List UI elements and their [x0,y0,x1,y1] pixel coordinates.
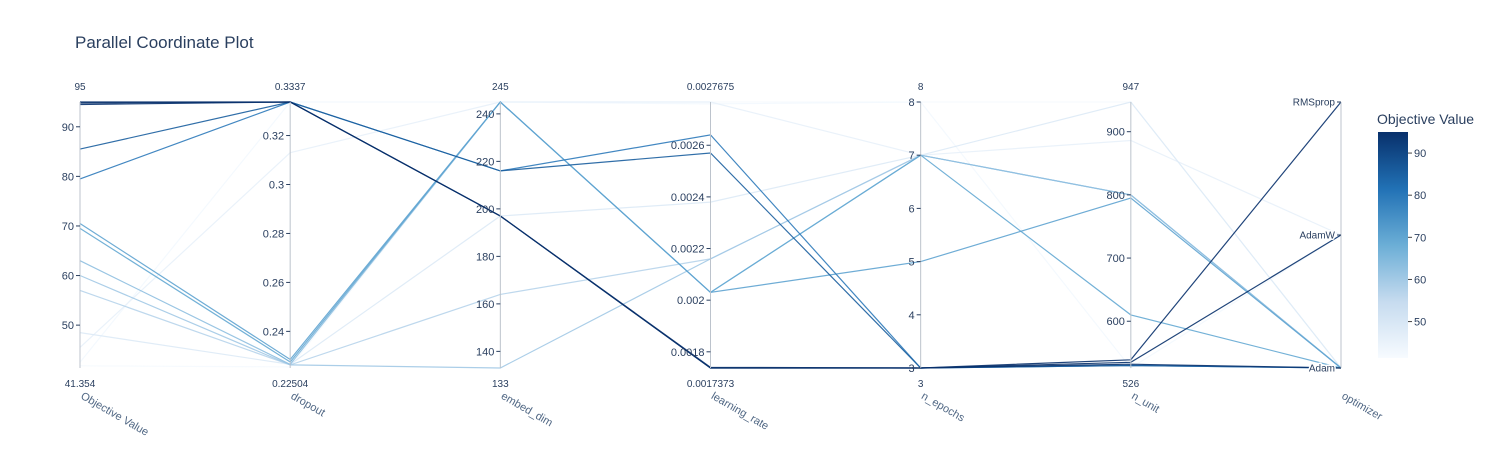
axis-n-unit: 600 700 800 900 526 947 n_unit [1106,82,1161,416]
tick-label: 60 [62,271,74,283]
tick-label: 900 [1106,127,1124,139]
axis-label-dropout: dropout [289,390,327,419]
axis-label-n-epochs: n_epochs [919,390,967,424]
tick-label: 0.0018 [671,347,705,359]
tick-label: 70 [62,221,74,233]
axis-dropout: 0.24 0.26 0.28 0.3 0.32 0.22504 0.3337 dropout [263,82,327,419]
tick-label: 0.0024 [671,192,705,204]
colorbar-tick-label: 50 [1414,317,1426,329]
tick-label: 8 [909,97,915,109]
category-label-adamw: AdamW [1299,231,1335,242]
tick-label: 180 [476,251,494,263]
tick-label: 140 [476,346,494,358]
chart-title: Parallel Coordinate Plot [75,33,254,52]
tick-label: 0.26 [263,277,284,289]
tick-label: 4 [909,310,915,322]
axis-label-objective: Objective Value [79,390,151,439]
axis-label-optimizer: optimizer [1340,390,1385,423]
range-min-label: 0.0017373 [687,379,735,390]
tick-label: 220 [476,156,494,168]
range-max-label: 245 [492,82,509,93]
tick-label: 0.28 [263,228,284,240]
colorbar-gradient [1378,132,1408,358]
axis-n-epochs: 3 4 5 6 7 8 3 8 n_epochs [909,82,967,425]
tick-label: 6 [909,203,915,215]
tick-label: 0.32 [263,131,284,143]
category-label-adam: Adam [1309,364,1335,375]
tick-label: 0.002 [677,295,705,307]
colorbar-tick-label: 90 [1414,148,1426,160]
range-min-label: 0.22504 [272,379,309,390]
colorbar-tick-label: 80 [1414,190,1426,202]
colorbar-tick-label: 60 [1414,274,1426,286]
range-max-label: 95 [74,82,86,93]
tick-label: 5 [909,257,915,269]
axis-label-embed-dim: embed_dim [499,390,555,429]
tick-label: 0.3 [269,179,284,191]
tick-label: 0.0022 [671,244,705,256]
colorbar-tick-label: 70 [1414,232,1426,244]
range-max-label: 947 [1122,82,1139,93]
range-max-label: 0.3337 [275,82,306,93]
tick-label: 0.0026 [671,140,705,152]
tick-label: 700 [1106,253,1124,265]
tick-label: 0.24 [263,326,284,338]
colorbar-title: Objective Value [1377,111,1474,127]
tick-label: 240 [476,109,494,121]
tick-label: 90 [62,122,74,134]
axis-embed-dim: 140 160 180 200 220 240 133 245 embed_dim [476,82,555,429]
tick-label: 800 [1106,190,1124,202]
tick-label: 80 [62,171,74,183]
range-min-label: 526 [1122,379,1139,390]
tick-label: 600 [1106,316,1124,328]
range-min-label: 41.354 [65,379,96,390]
axis-label-learning-rate: learning_rate [709,390,771,433]
colorbar: Objective Value 50 60 70 80 90 [1377,111,1474,358]
range-max-label: 8 [918,82,924,93]
range-min-label: 133 [492,379,509,390]
tick-label: 3 [909,363,915,375]
tick-label: 200 [476,204,494,216]
tick-label: 50 [62,320,74,332]
axis-optimizer: Adam AdamW RMSprop optimizer [1291,96,1385,423]
range-max-label: 0.0027675 [687,82,735,93]
range-min-label: 3 [918,379,924,390]
category-label-rmsprop: RMSprop [1293,98,1336,109]
tick-label: 160 [476,299,494,311]
axis-label-n-unit: n_unit [1129,390,1161,415]
axis-learning-rate: 0.0018 0.002 0.0022 0.0024 0.0026 0.0017373 0.… [671,82,771,433]
tick-label: 7 [909,150,915,162]
